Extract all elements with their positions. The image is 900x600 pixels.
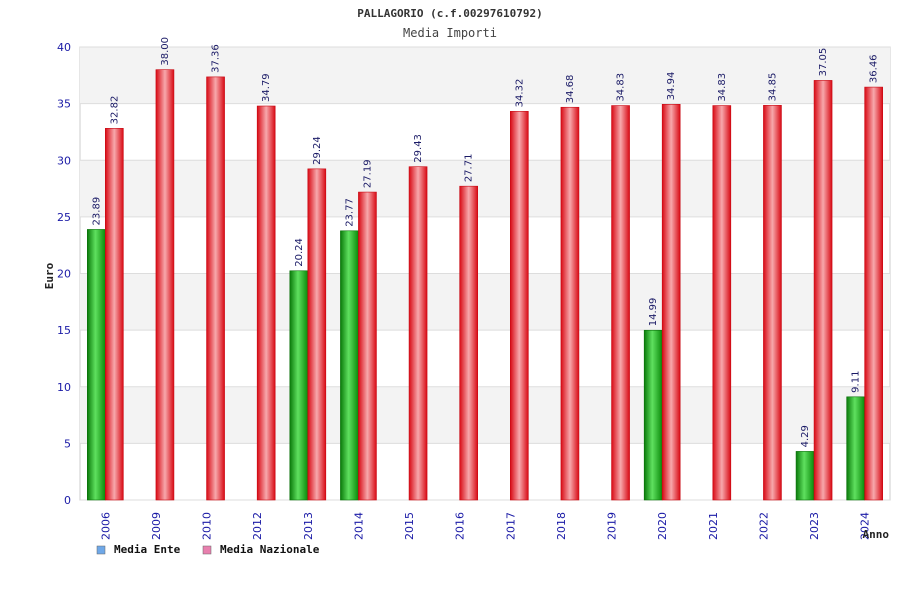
y-tick-label: 25 [57,211,71,224]
bar-media-nazionale-2012 [256,105,276,501]
data-label: 32.82 [109,96,120,125]
bar-media-nazionale-2015 [408,166,428,501]
chart-title: PALLAGORIO (c.f.00297610792) [357,7,542,20]
x-tick-label: 2019 [606,512,619,540]
x-tick-label: 2015 [403,512,416,540]
data-label: 36.46 [869,54,880,83]
data-label: 34.83 [717,73,728,102]
x-tick-label: 2006 [99,512,112,540]
data-label: 38.00 [160,37,171,66]
bar-media-ente-2006 [87,229,106,501]
bar-media-ente-2014 [340,230,359,501]
legend: Media Ente Media Nazionale [96,543,320,556]
data-label: 34.32 [514,79,525,108]
data-label: 14.99 [648,298,659,327]
data-label: 27.71 [464,154,475,183]
data-label: 23.77 [344,198,355,227]
bar-media-ente-2024 [846,396,865,501]
x-axis-ticks: 2006 2009 2010 2012 2013 2014 2015 2016 2017 2018… [99,512,871,540]
bar-media-ente-2013 [289,270,309,501]
x-tick-label: 2010 [201,512,214,540]
bar-media-nazionale-2010 [206,76,225,501]
x-tick-label: 2018 [555,512,568,540]
bars-group [87,69,883,501]
legend-swatch-media-ente [96,545,106,555]
y-axis-label: Euro [43,262,56,289]
data-label: 34.79 [261,73,272,102]
data-label: 9.11 [851,371,862,393]
data-labels-group: 23.89 32.82 38.00 37.36 34.79 20.24 29.24 23.77… [91,37,879,447]
bar-media-nazionale-2024 [864,86,883,501]
bar-media-nazionale-2020 [661,104,681,501]
x-tick-label: 2014 [352,512,365,540]
data-label: 34.83 [616,73,627,102]
y-tick-label: 20 [57,268,71,281]
data-label: 23.89 [91,197,102,226]
data-label: 34.85 [767,73,778,102]
data-label: 34.68 [565,75,576,104]
bar-media-nazionale-2017 [510,111,529,501]
bar-media-ente-2023 [795,451,815,501]
bar-media-nazionale-2013 [307,168,327,501]
legend-label-media-ente: Media Ente [114,543,181,556]
y-tick-label: 10 [57,381,71,394]
x-tick-label: 2024 [859,512,872,540]
y-tick-label: 0 [64,494,71,507]
x-tick-label: 2012 [251,512,264,540]
x-axis-label: Anno [863,528,890,541]
bar-media-nazionale-2021 [712,105,732,501]
y-tick-label: 15 [57,324,71,337]
data-label: 37.05 [818,48,829,77]
y-tick-label: 40 [57,41,71,54]
y-tick-label: 5 [64,437,71,450]
x-tick-label: 2009 [150,512,163,540]
bar-media-nazionale-2016 [459,185,478,501]
data-label: 29.24 [312,136,323,165]
bar-media-ente-2020 [643,329,663,501]
x-tick-label: 2023 [808,512,821,540]
x-tick-label: 2016 [454,512,467,540]
x-tick-label: 2013 [302,512,315,540]
bar-media-nazionale-2009 [155,69,175,501]
x-tick-label: 2020 [656,512,669,540]
data-label: 37.36 [211,44,222,73]
legend-label-media-nazionale: Media Nazionale [220,543,320,556]
y-tick-label: 30 [57,154,71,167]
x-tick-label: 2021 [707,512,720,540]
bar-media-nazionale-2022 [763,105,782,501]
y-tick-label: 35 [57,98,71,111]
bar-media-nazionale-2019 [611,105,630,501]
legend-swatch-media-nazionale [202,545,212,555]
x-tick-label: 2017 [504,512,517,540]
data-label: 27.19 [362,159,373,188]
data-label: 34.94 [666,72,677,101]
data-label: 4.29 [800,425,811,447]
x-tick-label: 2022 [757,512,770,540]
y-axis-ticks: 0 5 10 15 20 25 30 35 40 [57,41,71,507]
bar-media-nazionale-2023 [813,80,833,501]
bar-media-nazionale-2006 [105,128,124,501]
data-label: 29.43 [413,134,424,163]
chart-subtitle: Media Importi [403,26,497,40]
bar-media-nazionale-2014 [358,191,377,501]
data-label: 20.24 [294,238,305,267]
bar-media-nazionale-2018 [560,106,580,501]
